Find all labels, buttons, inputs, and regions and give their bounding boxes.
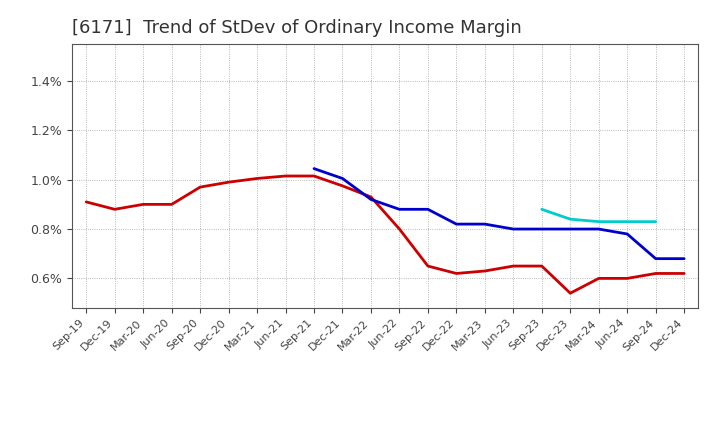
5 Years <box>509 227 518 232</box>
3 Years <box>253 176 261 181</box>
Line: 5 Years: 5 Years <box>314 169 684 259</box>
3 Years <box>395 227 404 232</box>
Line: 7 Years: 7 Years <box>541 209 656 222</box>
3 Years <box>595 276 603 281</box>
7 Years <box>623 219 631 224</box>
5 Years <box>423 207 432 212</box>
3 Years <box>110 207 119 212</box>
3 Years <box>680 271 688 276</box>
Line: 3 Years: 3 Years <box>86 176 684 293</box>
3 Years <box>167 202 176 207</box>
7 Years <box>595 219 603 224</box>
3 Years <box>139 202 148 207</box>
5 Years <box>310 166 318 171</box>
5 Years <box>595 227 603 232</box>
3 Years <box>310 173 318 179</box>
7 Years <box>652 219 660 224</box>
3 Years <box>623 276 631 281</box>
3 Years <box>423 264 432 269</box>
3 Years <box>338 183 347 188</box>
7 Years <box>537 207 546 212</box>
3 Years <box>509 264 518 269</box>
Text: [6171]  Trend of StDev of Ordinary Income Margin: [6171] Trend of StDev of Ordinary Income… <box>72 19 522 37</box>
3 Years <box>452 271 461 276</box>
5 Years <box>537 227 546 232</box>
3 Years <box>537 264 546 269</box>
3 Years <box>652 271 660 276</box>
5 Years <box>652 256 660 261</box>
5 Years <box>338 176 347 181</box>
3 Years <box>480 268 489 274</box>
5 Years <box>680 256 688 261</box>
5 Years <box>480 221 489 227</box>
3 Years <box>366 194 375 200</box>
3 Years <box>196 184 204 190</box>
5 Years <box>366 197 375 202</box>
3 Years <box>225 180 233 185</box>
3 Years <box>282 173 290 179</box>
7 Years <box>566 216 575 222</box>
5 Years <box>566 227 575 232</box>
5 Years <box>623 231 631 237</box>
3 Years <box>566 290 575 296</box>
5 Years <box>452 221 461 227</box>
3 Years <box>82 199 91 205</box>
5 Years <box>395 207 404 212</box>
